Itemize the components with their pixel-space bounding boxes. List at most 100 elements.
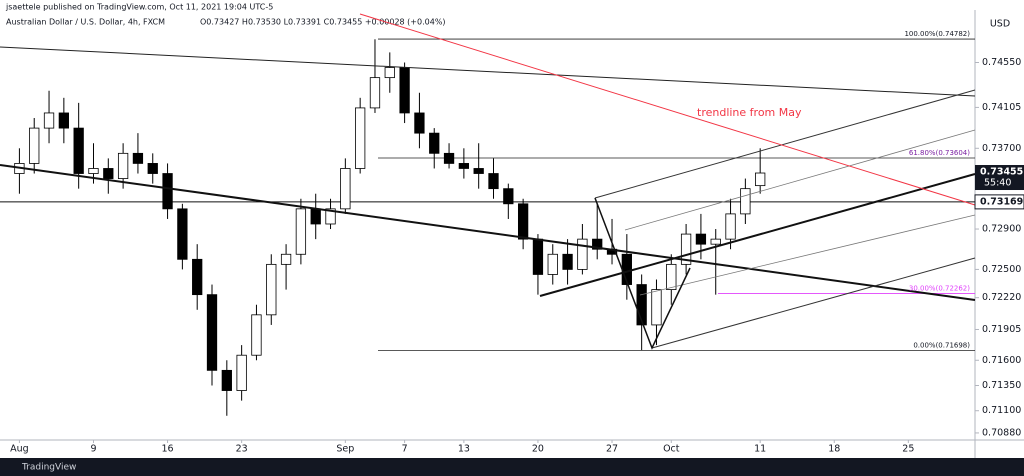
publisher: jsaettele published on TradingView.com, … <box>5 3 273 12</box>
candle-body <box>562 253 573 270</box>
y-tick-label: 0.71905 <box>982 324 1021 335</box>
candle-body <box>532 238 544 275</box>
fib-label: 61.80%(0.73604) <box>909 149 970 157</box>
candle-body <box>147 163 158 174</box>
price-tag <box>974 194 1024 210</box>
candle-body <box>132 152 144 164</box>
candle-body <box>503 188 514 205</box>
candle-body <box>666 263 677 291</box>
candle-body <box>651 289 662 326</box>
candle-body <box>458 163 470 169</box>
candle-body <box>73 127 84 174</box>
candle-body <box>325 208 336 225</box>
last-price-label: 0.73455 <box>980 167 1023 178</box>
candle-body <box>117 152 129 179</box>
candle-body <box>43 112 55 129</box>
candle-body <box>103 168 114 179</box>
brand: TradingView <box>21 463 76 473</box>
candle-body <box>547 253 558 275</box>
last-price-tag <box>975 165 1024 191</box>
footer <box>0 458 1024 476</box>
x-tick-label: 18 <box>828 444 840 455</box>
candle-body <box>710 238 721 245</box>
y-tick-label: 0.74550 <box>982 57 1021 68</box>
candles <box>0 38 975 416</box>
candle-body <box>517 203 529 240</box>
candle-body <box>429 132 440 154</box>
candle-body <box>280 253 292 265</box>
candle-body <box>577 238 588 270</box>
candle-body <box>29 127 40 164</box>
candle-body <box>162 173 173 210</box>
candle-body <box>695 233 707 245</box>
y-tick-label: 0.71600 <box>982 355 1021 366</box>
y-tick-label: 0.71100 <box>982 405 1021 416</box>
candle-body <box>192 258 203 296</box>
candle-body <box>58 112 69 129</box>
candle-body <box>310 208 321 225</box>
x-tick-label: 11 <box>754 444 766 455</box>
candle-body <box>473 168 484 174</box>
candle-body <box>251 314 262 356</box>
x-tick-label: Aug <box>10 444 29 455</box>
candle-body <box>266 263 277 316</box>
candle-body <box>369 77 381 109</box>
x-tick-label: 16 <box>162 444 174 455</box>
currency: USD <box>990 19 1010 30</box>
candle-body <box>443 152 455 164</box>
ohlc-header: O0.73427 H0.73530 L0.73391 C0.73455 +0.0… <box>200 18 446 27</box>
candle-body <box>488 173 499 190</box>
channel-line <box>651 257 976 349</box>
candle-body <box>384 67 395 79</box>
y-tick-label: 0.70880 <box>982 427 1021 438</box>
annotation: trendline from May <box>697 106 802 119</box>
x-tick-label: 25 <box>902 444 914 455</box>
y-tick-label: 0.74105 <box>982 102 1021 113</box>
candle-body <box>355 107 366 169</box>
drawings <box>0 13 976 350</box>
pitchfork-handle <box>594 197 691 350</box>
fib-label: 0.00%(0.71698) <box>913 341 970 349</box>
x-tick-label: 9 <box>90 444 96 455</box>
candle-body <box>221 369 232 391</box>
y-tick-label: 0.72900 <box>982 224 1021 235</box>
candle-body <box>399 67 410 114</box>
y-tick-label: 0.72500 <box>982 264 1021 275</box>
candle-body <box>680 233 692 265</box>
fib-label: 100.00%(0.74782) <box>904 30 970 38</box>
candle-body <box>236 354 247 391</box>
candle-body <box>414 112 425 134</box>
x-tick-label: 23 <box>236 444 248 455</box>
candle-body <box>636 284 647 326</box>
x-tick-label: 7 <box>402 444 408 455</box>
y-tick-label: 0.71350 <box>982 380 1021 391</box>
candle-body <box>177 208 188 260</box>
x-tick-label: 27 <box>606 444 618 455</box>
x-tick-label: 20 <box>532 444 544 455</box>
candle-body <box>725 213 736 240</box>
fib-label: 30.00%(0.72262) <box>909 284 970 292</box>
trendline <box>0 164 976 301</box>
y-tick-label: 0.73700 <box>982 143 1021 154</box>
channel-line <box>624 129 976 231</box>
channel-line <box>639 214 976 296</box>
candle-body <box>592 238 603 250</box>
candle-body <box>206 294 218 371</box>
chart-title: Australian Dollar / U.S. Dollar, 4h, FXC… <box>6 18 165 27</box>
candle-body <box>340 168 351 210</box>
y-tick-label: 0.72220 <box>982 292 1021 303</box>
candle-body <box>755 172 766 187</box>
trendline <box>539 173 976 297</box>
x-tick-label: Sep <box>336 444 354 455</box>
x-tick-label: 13 <box>458 444 470 455</box>
candle-body <box>88 168 99 174</box>
channel-line <box>594 89 976 199</box>
trendline <box>0 46 976 97</box>
candle-body <box>740 188 751 215</box>
candle-body <box>295 208 307 255</box>
red-trendline <box>359 13 976 206</box>
x-tick-label: Oct <box>663 444 680 455</box>
